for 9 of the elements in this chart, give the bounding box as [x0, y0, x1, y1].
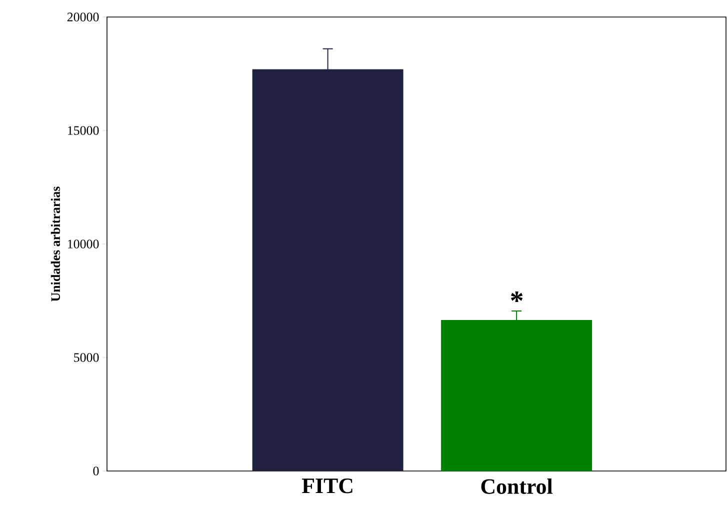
annotation: * — [510, 292, 523, 302]
y-tick-label: 20000 — [67, 12, 99, 22]
y-tick-label: 15000 — [68, 126, 99, 135]
x-tick-label: FITC — [302, 478, 352, 494]
x-tick-label: Control — [481, 478, 552, 494]
y-tick-label: 0 — [93, 466, 99, 476]
y-axis-title: Unidades arbitrarias — [50, 186, 60, 302]
y-tick-label: 10000 — [68, 240, 99, 248]
y-tick-label: 5000 — [74, 353, 99, 362]
